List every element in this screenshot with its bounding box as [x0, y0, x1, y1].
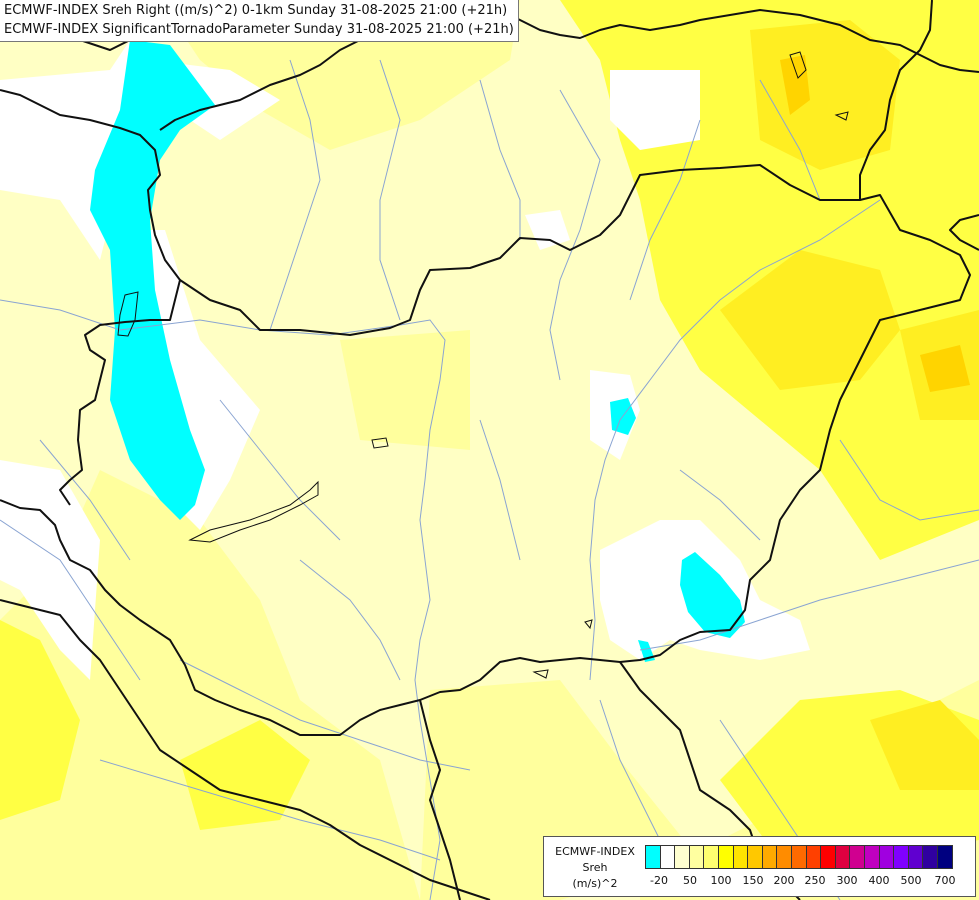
drava-river: [179, 659, 471, 771]
legend-tick-label: 250: [804, 874, 826, 887]
mures-river: [639, 559, 979, 651]
lake-small-4: [584, 619, 593, 630]
legend-tick-label: 50: [683, 874, 697, 887]
legend-swatch: [806, 846, 822, 868]
legend-swatch: [675, 846, 690, 868]
legend-tick-label: 400: [868, 874, 890, 887]
tisza-river: [589, 199, 881, 681]
lake-small-1: [789, 51, 807, 79]
map-title-box: ECMWF-INDEX Sreh Right ((m/s)^2) 0-1km S…: [0, 0, 519, 42]
legend-swatch: [879, 846, 895, 868]
legend-ticks: -20 50 100 150 200 250 300 400 500 700: [645, 874, 975, 890]
legend-swatch: [748, 846, 763, 868]
lake-small-3: [532, 669, 549, 679]
lake-neusiedl: [117, 291, 139, 337]
legend-swatch: [821, 846, 836, 868]
title-line-stp: ECMWF-INDEX SignificantTornadoParameter …: [4, 22, 514, 37]
border-slovenia-croatia: [0, 599, 491, 900]
lakes: [117, 51, 849, 679]
legend-swatch: [689, 846, 705, 868]
border-austria-west: [0, 89, 181, 506]
border-slovakia-north: [159, 9, 979, 131]
legend-swatch: [923, 846, 938, 868]
legend-swatch: [791, 846, 807, 868]
legend-source: ECMWF-INDEX: [555, 845, 635, 858]
legend-tick-label: 150: [742, 874, 764, 887]
sava-river: [99, 759, 441, 861]
lake-small-2: [834, 111, 849, 121]
legend-swatch: [937, 846, 953, 868]
legend-tick-label: 100: [710, 874, 732, 887]
legend-swatch: [704, 846, 719, 868]
border-serbia: [419, 699, 461, 900]
legend-swatch: [733, 846, 749, 868]
legend-tick-label: 300: [836, 874, 858, 887]
legend-swatch: [908, 846, 924, 868]
legend-swatch: [762, 846, 778, 868]
lake-balaton: [188, 480, 319, 543]
legend-swatch: [777, 846, 792, 868]
legend-label: ECMWF-INDEX Sreh (m/s)^2: [548, 844, 642, 892]
legend-colorbar: [645, 845, 954, 869]
legend-unit: (m/s)^2: [572, 877, 618, 890]
danube-river: [0, 299, 446, 900]
legend-swatch: [660, 846, 676, 868]
legend-variable: Sreh: [582, 861, 608, 874]
color-legend: ECMWF-INDEX Sreh (m/s)^2 -20 50 100 150 200 2…: [543, 836, 976, 897]
border-hungary: [0, 164, 971, 736]
border-romania-ukraine: [949, 214, 979, 251]
border-ukraine: [859, 0, 933, 200]
legend-swatch: [646, 846, 661, 868]
legend-tick-label: 500: [900, 874, 922, 887]
legend-tick-label: -20: [650, 874, 668, 887]
legend-swatch: [864, 846, 880, 868]
title-line-sreh: ECMWF-INDEX Sreh Right ((m/s)^2) 0-1km S…: [4, 3, 508, 18]
field-orange-spots: [780, 55, 970, 392]
legend-tick-label: 700: [934, 874, 956, 887]
legend-swatch: [718, 846, 734, 868]
legend-swatch: [894, 846, 909, 868]
legend-swatch: [835, 846, 851, 868]
legend-swatch: [850, 846, 865, 868]
legend-tick-label: 200: [773, 874, 795, 887]
lake-velence: [371, 437, 389, 449]
field-strong-yellow: [720, 20, 979, 790]
